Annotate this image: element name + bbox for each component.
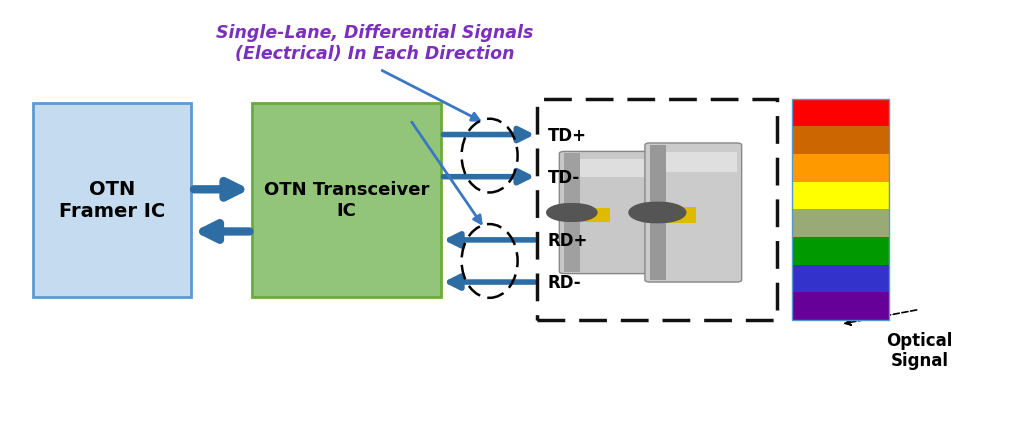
Bar bbox=[650, 146, 666, 280]
Bar bbox=[793, 182, 889, 210]
Bar bbox=[793, 237, 889, 265]
Bar bbox=[564, 154, 580, 272]
Circle shape bbox=[546, 204, 592, 222]
Bar bbox=[34, 104, 191, 297]
Bar bbox=[793, 265, 889, 293]
Text: TD-: TD- bbox=[548, 168, 580, 186]
Circle shape bbox=[634, 202, 686, 224]
Bar bbox=[252, 104, 440, 297]
Bar bbox=[580, 208, 610, 222]
Bar bbox=[793, 100, 889, 127]
FancyBboxPatch shape bbox=[645, 144, 741, 282]
Bar bbox=[580, 160, 651, 178]
Bar bbox=[666, 207, 696, 224]
Bar bbox=[793, 293, 889, 320]
Text: Optical
Signal: Optical Signal bbox=[886, 331, 952, 369]
Text: OTN Transceiver
IC: OTN Transceiver IC bbox=[264, 181, 429, 220]
Text: RD-: RD- bbox=[548, 273, 582, 291]
Text: Single-Lane, Differential Signals
(Electrical) In Each Direction: Single-Lane, Differential Signals (Elect… bbox=[216, 24, 534, 63]
Bar bbox=[538, 100, 777, 320]
Text: OTN
Framer IC: OTN Framer IC bbox=[59, 180, 166, 221]
Bar bbox=[793, 100, 889, 320]
FancyBboxPatch shape bbox=[559, 152, 656, 274]
Bar bbox=[793, 127, 889, 155]
Circle shape bbox=[552, 204, 598, 222]
Bar bbox=[793, 155, 889, 182]
Text: TD+: TD+ bbox=[548, 126, 587, 144]
Circle shape bbox=[629, 202, 680, 224]
Text: RD+: RD+ bbox=[548, 231, 588, 249]
Bar bbox=[793, 210, 889, 237]
Bar bbox=[666, 153, 736, 173]
